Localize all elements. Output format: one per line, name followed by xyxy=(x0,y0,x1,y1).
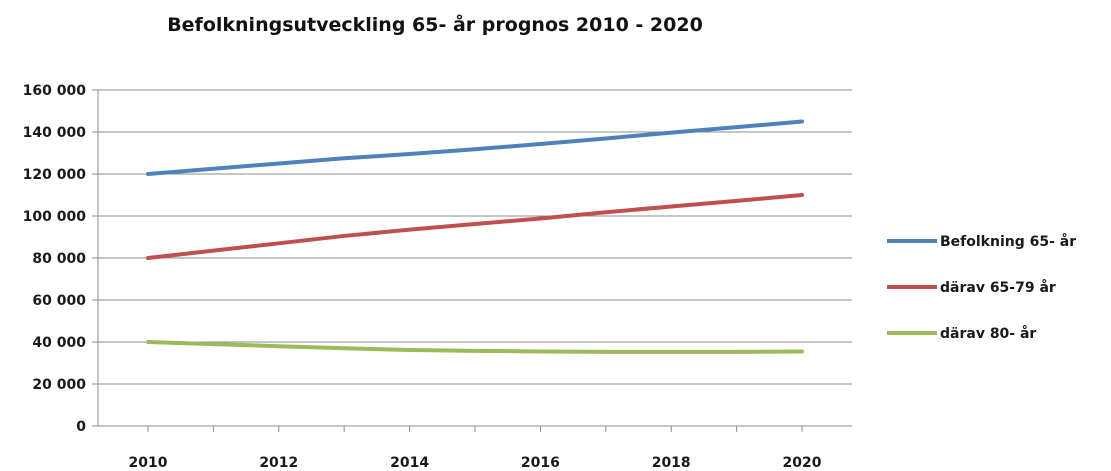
y-tick-label: 140 000 xyxy=(23,125,87,141)
x-tick-label: 2018 xyxy=(652,455,691,471)
x-tick-label: 2020 xyxy=(783,455,822,471)
y-tick-label: 20 000 xyxy=(32,377,86,393)
series-lines xyxy=(146,119,804,354)
axes xyxy=(92,89,852,432)
y-tick-label: 80 000 xyxy=(32,251,86,267)
y-axis-tick-labels: 0 20 000 40 000 60 000 80 000 100 000 120 000 1… xyxy=(23,83,87,435)
legend-label: Befolkning 65- år xyxy=(940,233,1076,250)
chart-title: Befolkningsutveckling 65- år prognos 201… xyxy=(167,14,703,36)
y-tick-label: 0 xyxy=(76,419,86,435)
y-tick-label: 120 000 xyxy=(23,167,87,183)
x-tick-label: 2012 xyxy=(259,455,298,471)
legend-label: därav 80- år xyxy=(940,325,1036,342)
legend-label: därav 65-79 år xyxy=(940,279,1056,296)
x-axis-tick-labels: 2010 2012 2014 2016 2018 2020 xyxy=(129,455,822,471)
y-tick-label: 100 000 xyxy=(23,209,87,225)
x-tick-label: 2014 xyxy=(390,455,429,471)
x-tick-label: 2010 xyxy=(129,455,168,471)
series-line-2 xyxy=(146,193,804,260)
series-line-1 xyxy=(146,119,804,176)
y-tick-label: 60 000 xyxy=(32,293,86,309)
gridlines xyxy=(98,89,852,385)
y-tick-label: 160 000 xyxy=(23,83,87,99)
legend: Befolkning 65- år därav 65-79 år därav 80-… xyxy=(887,233,1076,342)
y-tick-label: 40 000 xyxy=(32,335,86,351)
x-tick-label: 2016 xyxy=(521,455,560,471)
series-line-3 xyxy=(146,340,804,354)
